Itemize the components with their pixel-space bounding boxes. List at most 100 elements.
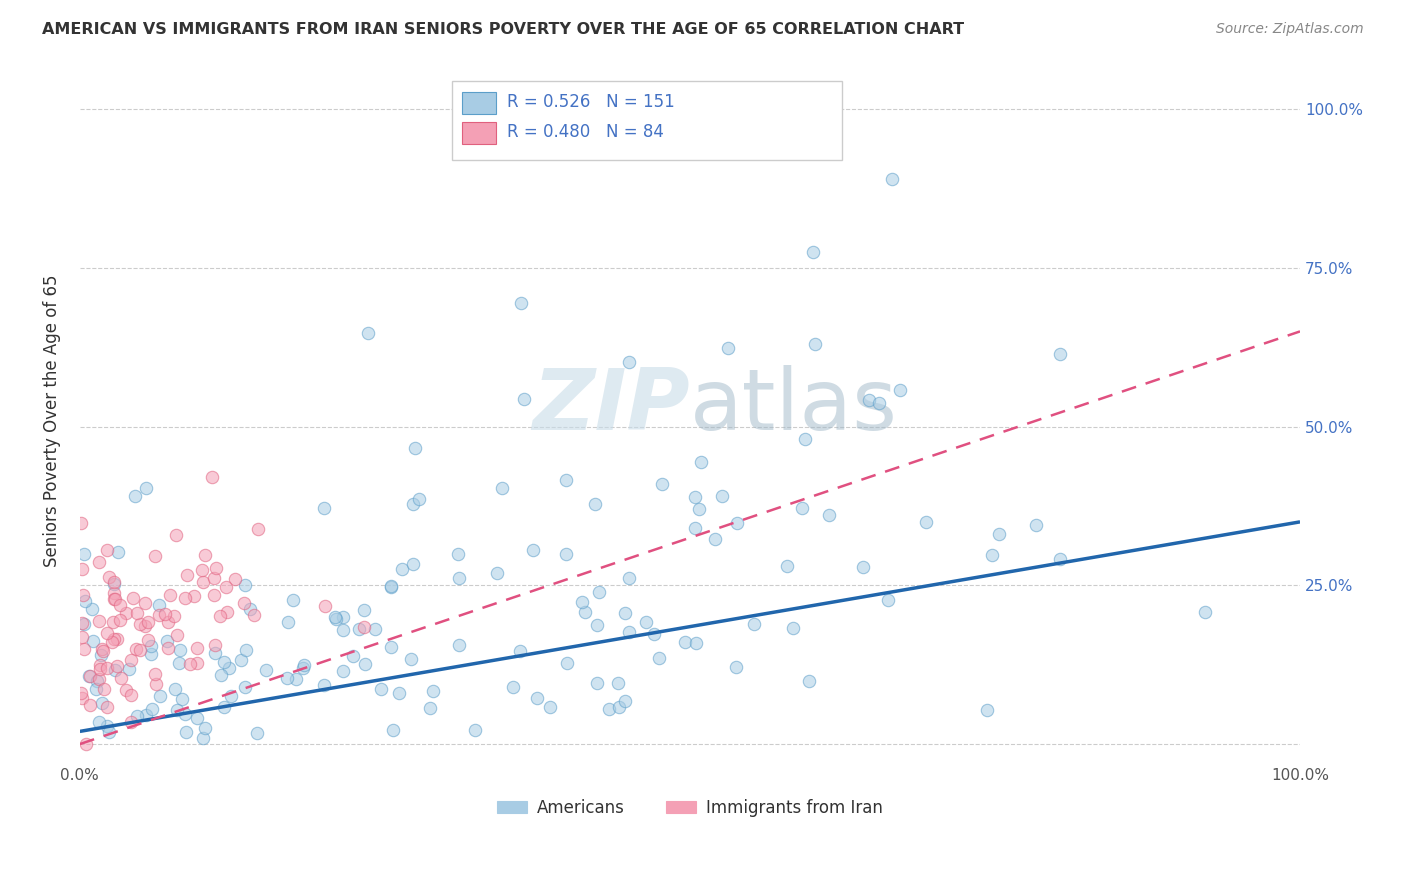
Text: R = 0.526   N = 151: R = 0.526 N = 151 bbox=[508, 93, 675, 112]
Americans bbox=[801, 244, 824, 259]
Americans bbox=[1025, 518, 1047, 533]
Immigrants from Iran bbox=[120, 688, 142, 702]
Immigrants from Iran bbox=[70, 691, 93, 706]
Americans bbox=[790, 500, 813, 515]
Immigrants from Iran bbox=[75, 737, 97, 751]
Immigrants from Iran bbox=[70, 630, 93, 644]
Immigrants from Iran bbox=[104, 592, 127, 607]
Americans bbox=[204, 646, 226, 660]
Immigrants from Iran bbox=[89, 555, 111, 569]
Americans bbox=[276, 615, 298, 629]
Immigrants from Iran bbox=[153, 607, 176, 621]
Americans bbox=[170, 692, 193, 706]
Immigrants from Iran bbox=[103, 575, 125, 590]
Americans bbox=[191, 731, 214, 745]
Americans bbox=[509, 644, 531, 658]
Immigrants from Iran bbox=[103, 585, 125, 599]
Americans bbox=[312, 500, 335, 515]
Americans bbox=[775, 559, 797, 574]
Americans bbox=[976, 703, 998, 717]
Americans bbox=[218, 661, 240, 675]
Americans bbox=[292, 657, 315, 672]
Immigrants from Iran bbox=[110, 598, 132, 612]
Americans bbox=[380, 640, 402, 654]
Immigrants from Iran bbox=[72, 641, 94, 656]
Immigrants from Iran bbox=[120, 714, 142, 729]
Americans bbox=[118, 663, 141, 677]
Immigrants from Iran bbox=[129, 643, 152, 657]
Text: R = 0.480   N = 84: R = 0.480 N = 84 bbox=[508, 123, 664, 141]
Immigrants from Iran bbox=[224, 572, 246, 586]
Immigrants from Iran bbox=[96, 543, 118, 558]
Americans bbox=[149, 689, 172, 703]
Americans bbox=[710, 489, 733, 503]
Americans bbox=[782, 622, 804, 636]
Americans bbox=[703, 533, 725, 547]
Americans bbox=[332, 610, 354, 624]
Immigrants from Iran bbox=[243, 608, 266, 623]
Immigrants from Iran bbox=[186, 656, 208, 670]
Americans bbox=[174, 725, 197, 739]
Immigrants from Iran bbox=[201, 470, 224, 484]
Immigrants from Iran bbox=[136, 632, 159, 647]
Americans bbox=[607, 675, 630, 690]
Americans bbox=[402, 497, 425, 511]
Americans bbox=[165, 681, 187, 696]
Americans bbox=[717, 341, 740, 355]
Americans bbox=[408, 491, 430, 506]
Americans bbox=[167, 656, 190, 670]
Americans bbox=[803, 336, 825, 351]
Immigrants from Iran bbox=[143, 549, 166, 563]
Americans bbox=[312, 678, 335, 692]
Y-axis label: Seniors Poverty Over the Age of 65: Seniors Poverty Over the Age of 65 bbox=[44, 274, 60, 566]
Immigrants from Iran bbox=[72, 588, 94, 602]
Americans bbox=[194, 721, 217, 735]
Immigrants from Iran bbox=[89, 662, 111, 676]
Immigrants from Iran bbox=[103, 592, 125, 607]
Americans bbox=[90, 648, 112, 662]
Americans bbox=[87, 714, 110, 729]
Immigrants from Iran bbox=[120, 653, 142, 667]
Bar bbox=[461, 92, 496, 114]
Americans bbox=[858, 393, 880, 408]
Immigrants from Iran bbox=[101, 635, 124, 649]
Immigrants from Iran bbox=[105, 632, 128, 646]
Americans bbox=[209, 668, 232, 682]
Americans bbox=[73, 548, 96, 562]
Americans bbox=[281, 592, 304, 607]
Americans bbox=[402, 557, 425, 571]
Immigrants from Iran bbox=[87, 672, 110, 686]
Americans bbox=[73, 617, 96, 632]
Americans bbox=[574, 605, 596, 619]
Americans bbox=[148, 598, 170, 612]
Immigrants from Iran bbox=[136, 615, 159, 630]
Americans bbox=[617, 625, 640, 640]
Americans bbox=[141, 702, 163, 716]
Americans bbox=[419, 701, 441, 715]
Immigrants from Iran bbox=[174, 591, 197, 605]
Immigrants from Iran bbox=[156, 640, 179, 655]
Americans bbox=[491, 481, 513, 495]
Americans bbox=[221, 689, 243, 703]
Americans bbox=[614, 606, 637, 620]
Text: ZIP: ZIP bbox=[533, 365, 690, 448]
Americans bbox=[325, 612, 347, 626]
Americans bbox=[509, 295, 531, 310]
Immigrants from Iran bbox=[194, 548, 217, 562]
Immigrants from Iran bbox=[115, 683, 138, 698]
Americans bbox=[598, 701, 620, 715]
Americans bbox=[742, 616, 765, 631]
Americans bbox=[332, 664, 354, 678]
Americans bbox=[107, 545, 129, 559]
Immigrants from Iran bbox=[148, 607, 170, 622]
Immigrants from Iran bbox=[89, 658, 111, 673]
Immigrants from Iran bbox=[127, 606, 149, 620]
Americans bbox=[868, 396, 890, 410]
Americans bbox=[82, 602, 104, 616]
Immigrants from Iran bbox=[115, 607, 138, 621]
Immigrants from Iran bbox=[97, 570, 120, 584]
Immigrants from Iran bbox=[202, 571, 225, 585]
Bar bbox=[461, 122, 496, 144]
Americans bbox=[889, 383, 911, 397]
Americans bbox=[381, 723, 404, 738]
